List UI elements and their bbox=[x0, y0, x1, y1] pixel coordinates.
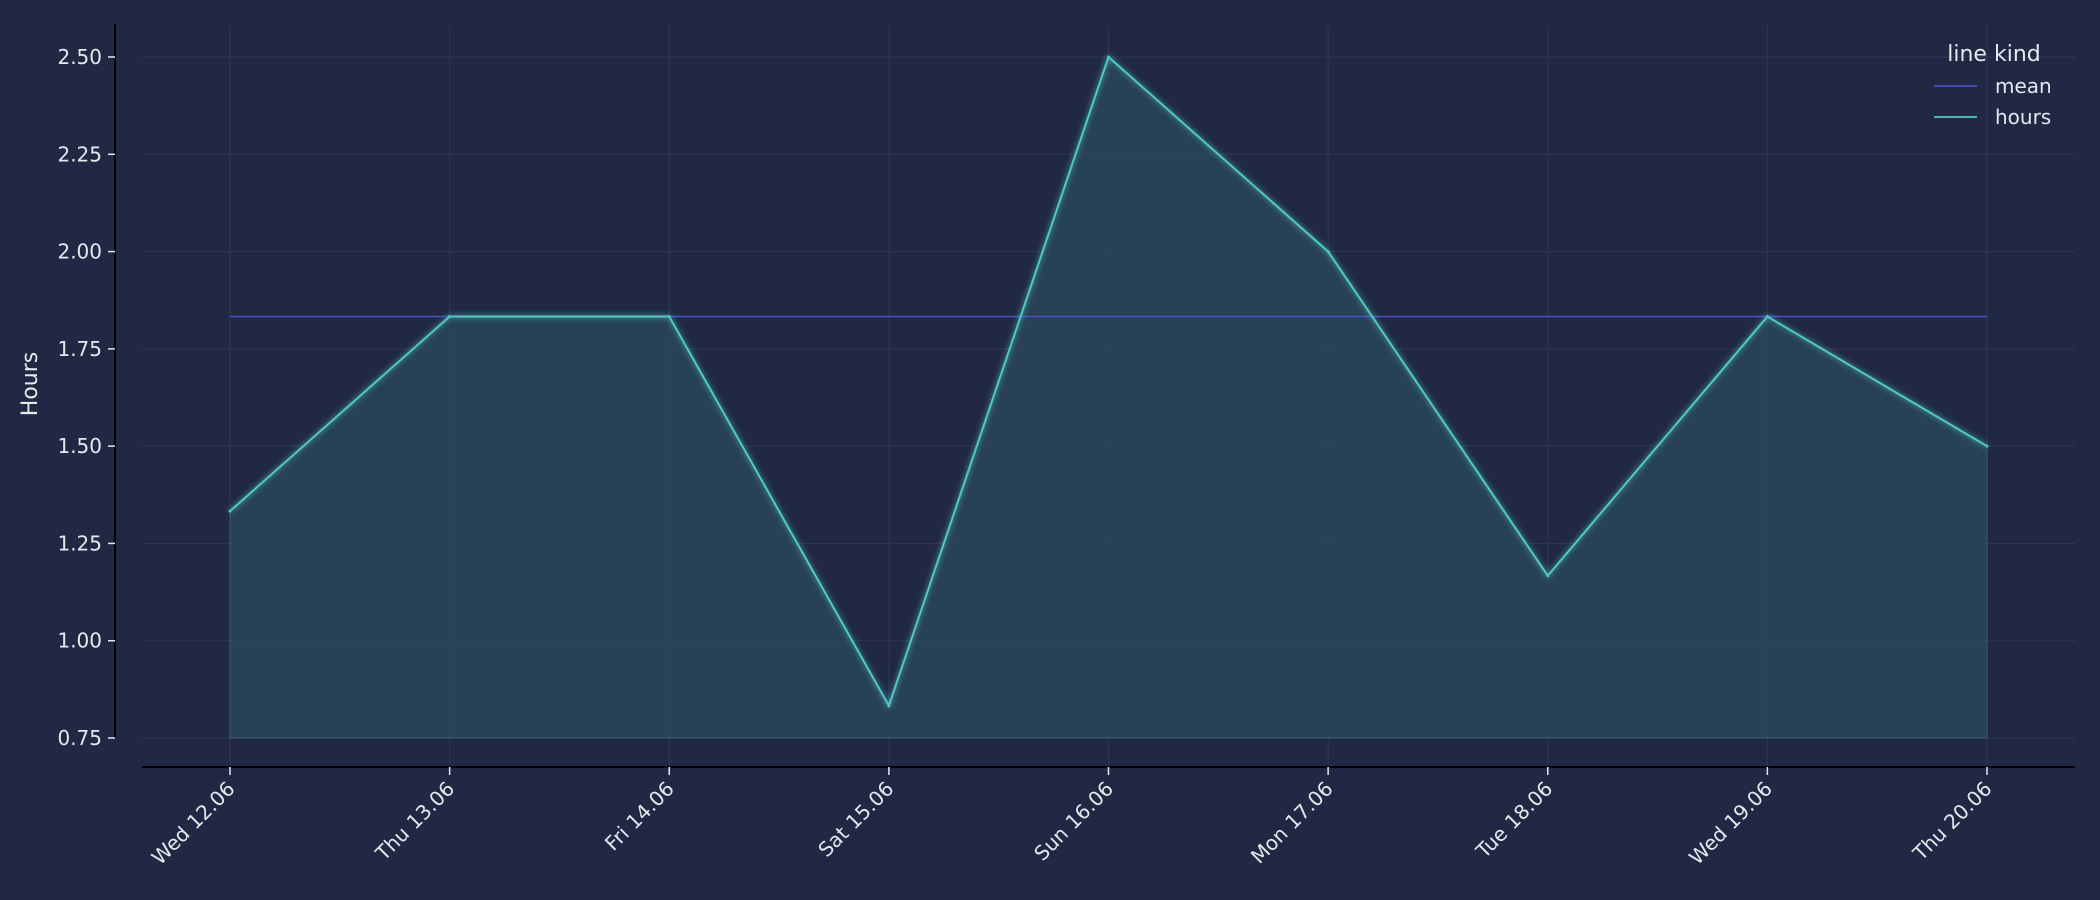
legend-label-mean: mean bbox=[1995, 74, 2052, 98]
y-tick-label: 1.50 bbox=[57, 434, 102, 458]
y-tick-label: 2.25 bbox=[57, 142, 102, 166]
y-tick-label: 0.75 bbox=[57, 726, 102, 750]
y-tick-label: 2.50 bbox=[57, 45, 102, 69]
hours-point bbox=[667, 315, 671, 319]
y-tick-label: 2.00 bbox=[57, 240, 102, 264]
hours-point bbox=[1546, 574, 1550, 578]
hours-point bbox=[448, 315, 452, 319]
hours-point bbox=[1985, 444, 1989, 448]
y-tick-label: 1.25 bbox=[57, 531, 102, 555]
hours-point bbox=[228, 509, 232, 513]
hours-point bbox=[1107, 55, 1110, 59]
legend-title: line kind bbox=[1947, 42, 2040, 67]
hours-point bbox=[887, 704, 891, 708]
y-axis-title: Hours bbox=[18, 352, 43, 416]
legend-label-hours: hours bbox=[1995, 105, 2051, 129]
y-tick-label: 1.00 bbox=[57, 629, 102, 653]
plot-area bbox=[228, 55, 1989, 739]
hours-point bbox=[1765, 315, 1769, 319]
legend: line kind mean hours bbox=[1934, 42, 2052, 129]
hours-point bbox=[1326, 250, 1330, 254]
y-tick-label: 1.75 bbox=[57, 337, 102, 361]
